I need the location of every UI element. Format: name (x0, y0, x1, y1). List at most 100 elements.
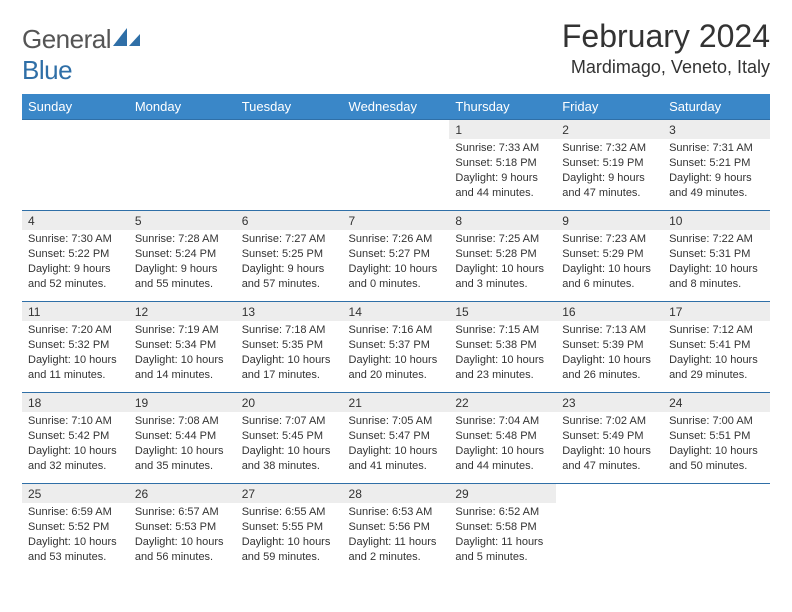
day-number: 27 (236, 484, 343, 503)
calendar-day-cell: 11Sunrise: 7:20 AMSunset: 5:32 PMDayligh… (22, 302, 129, 393)
sunset-line: Sunset: 5:53 PM (135, 521, 216, 533)
calendar-day-cell: 2Sunrise: 7:32 AMSunset: 5:19 PMDaylight… (556, 120, 663, 211)
sunset-line: Sunset: 5:52 PM (28, 521, 109, 533)
day-details: Sunrise: 7:32 AMSunset: 5:19 PMDaylight:… (556, 139, 663, 204)
sunset-line: Sunset: 5:27 PM (349, 248, 430, 260)
daylight-line1: Daylight: 11 hours (349, 536, 437, 548)
sunrise-line: Sunrise: 7:07 AM (242, 415, 326, 427)
daylight-line1: Daylight: 10 hours (135, 354, 224, 366)
calendar-day-cell: 1Sunrise: 7:33 AMSunset: 5:18 PMDaylight… (449, 120, 556, 211)
day-number: 13 (236, 302, 343, 321)
calendar-day-cell: 19Sunrise: 7:08 AMSunset: 5:44 PMDayligh… (129, 393, 236, 484)
sunset-line: Sunset: 5:31 PM (669, 248, 750, 260)
sunset-line: Sunset: 5:34 PM (135, 339, 216, 351)
daylight-line1: Daylight: 9 hours (28, 263, 111, 275)
month-title: February 2024 (562, 18, 770, 55)
calendar-day-cell: 5Sunrise: 7:28 AMSunset: 5:24 PMDaylight… (129, 211, 236, 302)
logo-sail-icon (113, 24, 141, 54)
daylight-line2: and 0 minutes. (349, 278, 421, 290)
day-number: 15 (449, 302, 556, 321)
calendar-day-cell: 16Sunrise: 7:13 AMSunset: 5:39 PMDayligh… (556, 302, 663, 393)
day-number: 5 (129, 211, 236, 230)
day-number: 29 (449, 484, 556, 503)
sunset-line: Sunset: 5:37 PM (349, 339, 430, 351)
calendar-day-cell: 24Sunrise: 7:00 AMSunset: 5:51 PMDayligh… (663, 393, 770, 484)
sunrise-line: Sunrise: 7:13 AM (562, 324, 646, 336)
sunset-line: Sunset: 5:25 PM (242, 248, 323, 260)
sunrise-line: Sunrise: 7:12 AM (669, 324, 753, 336)
calendar-page: GeneralBlue February 2024 Mardimago, Ven… (0, 0, 792, 574)
daylight-line1: Daylight: 10 hours (349, 354, 438, 366)
sunrise-line: Sunrise: 7:10 AM (28, 415, 112, 427)
sunrise-line: Sunrise: 7:00 AM (669, 415, 753, 427)
day-number: 26 (129, 484, 236, 503)
sunset-line: Sunset: 5:55 PM (242, 521, 323, 533)
daylight-line1: Daylight: 10 hours (28, 445, 117, 457)
sunrise-line: Sunrise: 7:05 AM (349, 415, 433, 427)
day-number: 18 (22, 393, 129, 412)
day-number: 1 (449, 120, 556, 139)
calendar-day-cell: 17Sunrise: 7:12 AMSunset: 5:41 PMDayligh… (663, 302, 770, 393)
logo: GeneralBlue (22, 24, 141, 86)
title-block: February 2024 Mardimago, Veneto, Italy (562, 18, 770, 78)
day-details: Sunrise: 6:53 AMSunset: 5:56 PMDaylight:… (343, 503, 450, 568)
calendar-day-cell: 20Sunrise: 7:07 AMSunset: 5:45 PMDayligh… (236, 393, 343, 484)
calendar-day-cell: 29Sunrise: 6:52 AMSunset: 5:58 PMDayligh… (449, 484, 556, 575)
calendar-day-cell: 12Sunrise: 7:19 AMSunset: 5:34 PMDayligh… (129, 302, 236, 393)
day-header: Monday (129, 94, 236, 120)
daylight-line2: and 2 minutes. (349, 551, 421, 563)
sunset-line: Sunset: 5:28 PM (455, 248, 536, 260)
daylight-line1: Daylight: 9 hours (135, 263, 218, 275)
sunset-line: Sunset: 5:24 PM (135, 248, 216, 260)
calendar-row: 11Sunrise: 7:20 AMSunset: 5:32 PMDayligh… (22, 302, 770, 393)
day-header: Friday (556, 94, 663, 120)
calendar-table: SundayMondayTuesdayWednesdayThursdayFrid… (22, 94, 770, 574)
daylight-line1: Daylight: 10 hours (669, 354, 758, 366)
sunset-line: Sunset: 5:56 PM (349, 521, 430, 533)
calendar-empty-cell: . (236, 120, 343, 211)
daylight-line1: Daylight: 10 hours (455, 445, 544, 457)
sunrise-line: Sunrise: 6:57 AM (135, 506, 219, 518)
sunset-line: Sunset: 5:45 PM (242, 430, 323, 442)
daylight-line1: Daylight: 10 hours (28, 536, 117, 548)
day-details: Sunrise: 6:52 AMSunset: 5:58 PMDaylight:… (449, 503, 556, 568)
daylight-line1: Daylight: 9 hours (669, 172, 752, 184)
day-details: Sunrise: 7:08 AMSunset: 5:44 PMDaylight:… (129, 412, 236, 477)
day-header: Tuesday (236, 94, 343, 120)
daylight-line2: and 17 minutes. (242, 369, 320, 381)
sunset-line: Sunset: 5:58 PM (455, 521, 536, 533)
day-details: Sunrise: 7:33 AMSunset: 5:18 PMDaylight:… (449, 139, 556, 204)
daylight-line1: Daylight: 10 hours (349, 263, 438, 275)
calendar-day-cell: 27Sunrise: 6:55 AMSunset: 5:55 PMDayligh… (236, 484, 343, 575)
calendar-empty-cell: . (22, 120, 129, 211)
sunrise-line: Sunrise: 7:02 AM (562, 415, 646, 427)
sunrise-line: Sunrise: 7:19 AM (135, 324, 219, 336)
day-details: Sunrise: 7:28 AMSunset: 5:24 PMDaylight:… (129, 230, 236, 295)
calendar-row: 18Sunrise: 7:10 AMSunset: 5:42 PMDayligh… (22, 393, 770, 484)
daylight-line1: Daylight: 11 hours (455, 536, 543, 548)
daylight-line1: Daylight: 10 hours (349, 445, 438, 457)
daylight-line1: Daylight: 10 hours (562, 445, 651, 457)
daylight-line1: Daylight: 10 hours (135, 445, 224, 457)
day-number: 2 (556, 120, 663, 139)
calendar-day-cell: 25Sunrise: 6:59 AMSunset: 5:52 PMDayligh… (22, 484, 129, 575)
day-details: Sunrise: 7:00 AMSunset: 5:51 PMDaylight:… (663, 412, 770, 477)
day-details: Sunrise: 7:12 AMSunset: 5:41 PMDaylight:… (663, 321, 770, 386)
calendar-empty-cell: . (129, 120, 236, 211)
daylight-line2: and 5 minutes. (455, 551, 527, 563)
daylight-line2: and 20 minutes. (349, 369, 427, 381)
day-number: 28 (343, 484, 450, 503)
daylight-line1: Daylight: 10 hours (242, 354, 331, 366)
day-number: 8 (449, 211, 556, 230)
day-details: Sunrise: 7:02 AMSunset: 5:49 PMDaylight:… (556, 412, 663, 477)
sunrise-line: Sunrise: 7:15 AM (455, 324, 539, 336)
day-details: Sunrise: 7:15 AMSunset: 5:38 PMDaylight:… (449, 321, 556, 386)
calendar-empty-cell: . (343, 120, 450, 211)
day-number: 23 (556, 393, 663, 412)
sunset-line: Sunset: 5:18 PM (455, 157, 536, 169)
day-number: 14 (343, 302, 450, 321)
sunset-line: Sunset: 5:39 PM (562, 339, 643, 351)
day-number: 3 (663, 120, 770, 139)
calendar-day-cell: 22Sunrise: 7:04 AMSunset: 5:48 PMDayligh… (449, 393, 556, 484)
daylight-line2: and 14 minutes. (135, 369, 213, 381)
